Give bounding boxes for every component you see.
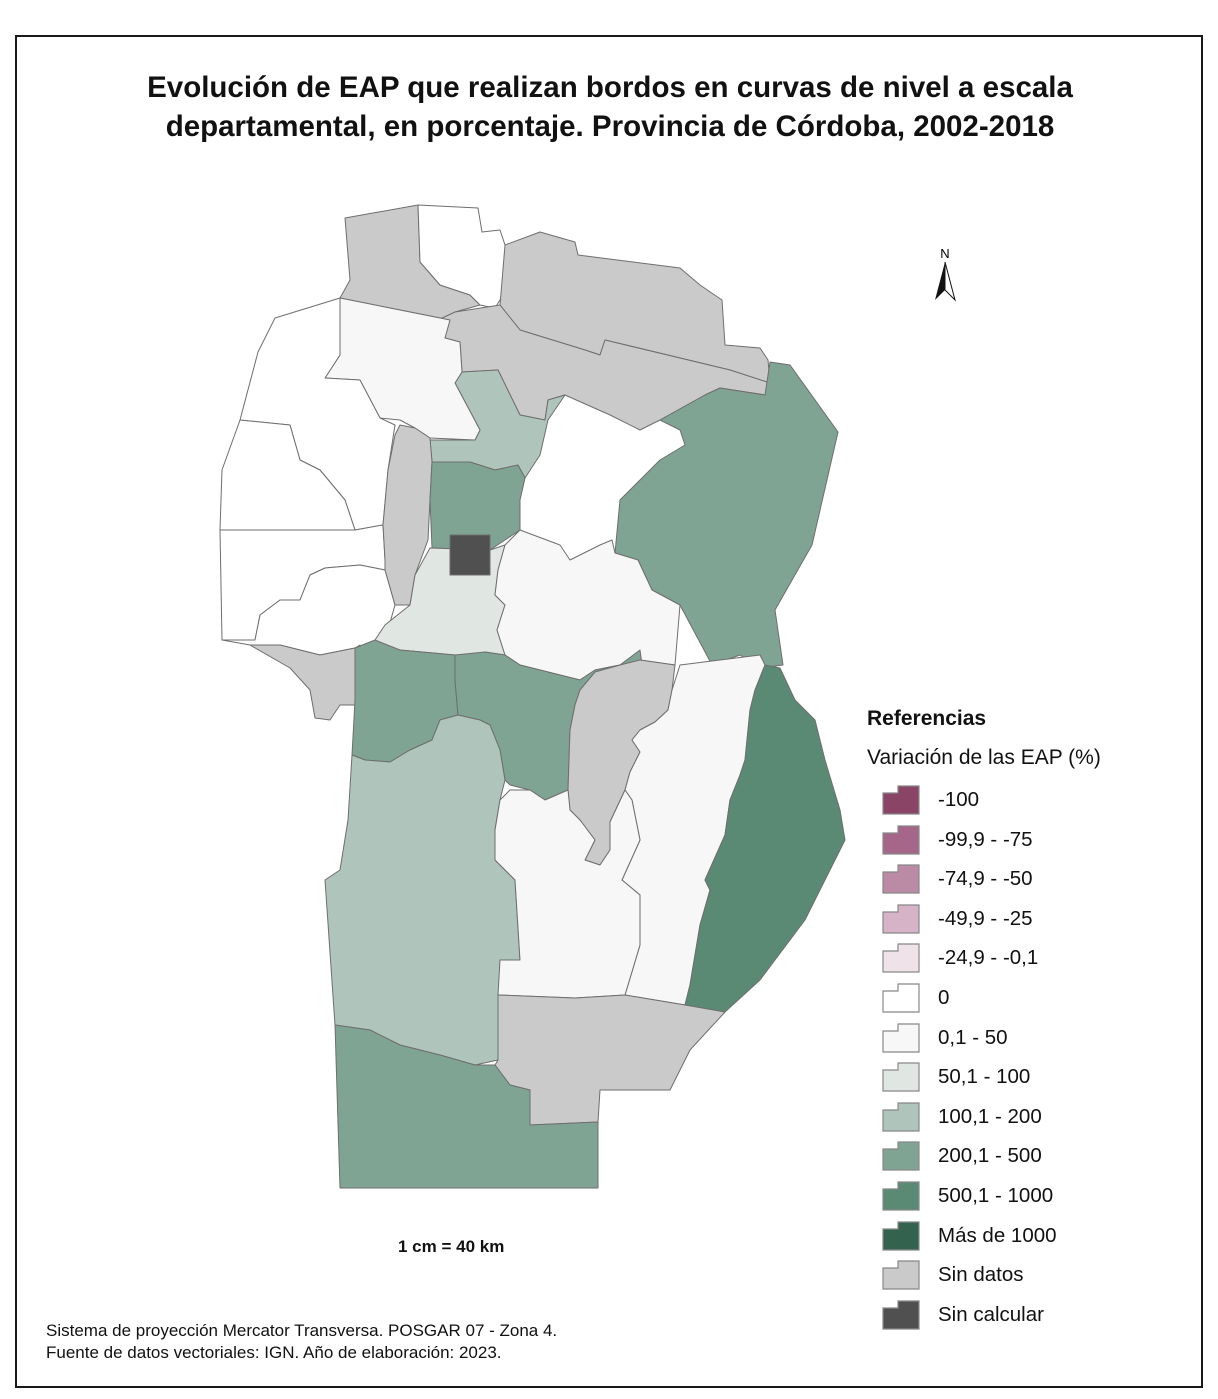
legend-item-label: -49,9 - -25 [938, 906, 1033, 930]
legend-swatch-icon [882, 1181, 920, 1211]
legend-item: -99,9 - -75 [882, 824, 1033, 856]
footer-notes: Sistema de proyección Mercator Transvers… [46, 1320, 557, 1364]
department-region [324, 714, 521, 1066]
legend-item: 0,1 - 50 [882, 1022, 1008, 1054]
legend-item-label: 0 [938, 986, 950, 1009]
legend-swatch-icon [882, 943, 920, 973]
legend-swatch-icon [882, 1220, 920, 1251]
legend-item: 500,1 - 1000 [882, 1180, 1053, 1212]
legend-item-label: 200,1 - 500 [938, 1144, 1042, 1168]
legend-swatch-icon [882, 1022, 920, 1053]
legend-item: 0 [882, 982, 949, 1014]
legend-item-label: -100 [938, 788, 980, 811]
legend-item-label: 50,1 - 100 [938, 1065, 1031, 1089]
legend-item: Sin calcular [882, 1299, 1044, 1331]
legend-swatch-icon [882, 983, 920, 1013]
legend-item: 200,1 - 500 [882, 1140, 1042, 1172]
legend-item-label: -24,9 - -0,1 [938, 946, 1039, 970]
legend-item: 100,1 - 200 [882, 1101, 1042, 1133]
legend-item: -74,9 - -50 [882, 863, 1033, 895]
legend-item: -49,9 - -25 [882, 903, 1033, 935]
legend-item-label: Más de 1000 [938, 1223, 1057, 1247]
legend-swatch-icon [882, 1102, 920, 1132]
legend-item: Sin datos [882, 1259, 1023, 1291]
source-note: Fuente de datos vectoriales: IGN. Año de… [46, 1343, 502, 1362]
legend-swatch-icon [882, 904, 920, 934]
north-arrow-icon: N [935, 246, 956, 302]
legend-subtitle: Variación de las EAP (%) [867, 746, 1101, 769]
map-frame [15, 35, 1203, 1388]
legend-item: Más de 1000 [882, 1220, 1057, 1252]
legend-item-label: Sin datos [938, 1263, 1024, 1287]
legend-heading: Referencias [867, 707, 987, 730]
legend-item-label: Sin calcular [938, 1302, 1044, 1326]
department-region [449, 534, 491, 576]
department-region [429, 461, 526, 551]
legend-item: 50,1 - 100 [882, 1061, 1030, 1093]
legend-swatch-icon [882, 1260, 920, 1290]
legend-swatch-icon [882, 1300, 920, 1330]
legend-swatch-icon [882, 824, 920, 855]
legend-item-label: 100,1 - 200 [938, 1104, 1042, 1128]
legend-swatch-icon [882, 1062, 920, 1092]
legend-item-label: 500,1 - 1000 [938, 1184, 1054, 1207]
legend-swatch-icon [882, 1141, 920, 1171]
north-label: N [940, 246, 949, 261]
legend-item-label: -99,9 - -75 [938, 827, 1033, 851]
department-region [249, 644, 361, 721]
legend-item: -24,9 - -0,1 [882, 942, 1038, 974]
legend-swatch-icon [882, 785, 920, 815]
department-region [219, 419, 356, 531]
department-region [494, 789, 641, 999]
legend-swatch-icon [882, 864, 920, 894]
legend-item: -100 [882, 784, 979, 816]
legend-item-label: 0,1 - 50 [938, 1025, 1008, 1049]
map-title: Evolución de EAP que realizan bordos en … [147, 71, 1073, 143]
scale-label: 1 cm = 40 km [398, 1237, 505, 1256]
projection-note: Sistema de proyección Mercator Transvers… [46, 1321, 558, 1340]
legend-item-label: -74,9 - -50 [938, 867, 1033, 891]
department-region [334, 1024, 599, 1189]
